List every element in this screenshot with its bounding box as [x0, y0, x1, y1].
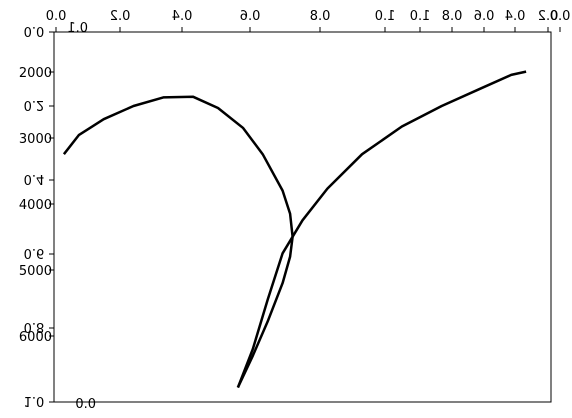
top-tick-label: 0.8 [310, 9, 331, 24]
left-tick-label-mirrored: 0.0 [24, 23, 45, 38]
left-tick-label: 2000 [19, 66, 52, 81]
left-axis-ticks: 0.0 0.2 0.4 0.6 0.8 1.0 2000 3000 4000 5000 6000 [19, 23, 54, 408]
axis-label-mirrored: 0.1 0.0 [67, 21, 96, 412]
left-tick-label-mirrored: 0.2 [24, 97, 45, 112]
top-tick-label: 0.2 [538, 9, 559, 24]
top-left-label: 0.1 [67, 21, 88, 36]
left-tick-label: 3000 [19, 132, 52, 147]
bottom-left-label: 0.0 [75, 397, 96, 412]
series-line-1 [62, 95, 294, 389]
left-tick-label: 6000 [19, 330, 52, 345]
left-tick-label: 5000 [19, 264, 52, 279]
top-axis-ticks: 0.0 0.2 0.4 0.6 0.8 1.0 1.0 0.8 0.6 0.4 0.20.0 [46, 9, 571, 32]
top-tick-label: 1.0 [410, 9, 431, 24]
top-tick-label: 0.6 [240, 9, 261, 24]
series-group [62, 70, 527, 389]
left-tick-label: 4000 [19, 198, 52, 213]
left-tick-label-mirrored: 0.6 [24, 245, 45, 260]
top-tick-label: 0.0 [46, 9, 67, 24]
top-tick-label: 0.4 [505, 9, 526, 24]
top-tick-label: 0.2 [110, 9, 131, 24]
top-tick-label: 0.8 [442, 9, 463, 24]
top-tick-label: 1.0 [375, 9, 396, 24]
series-line-2 [236, 70, 527, 388]
left-tick-label-mirrored: 1.0 [24, 393, 45, 408]
top-tick-label: 0.4 [172, 9, 193, 24]
left-tick-label-mirrored: 0.4 [24, 171, 45, 186]
left-tick-label-mirrored: 0.8 [24, 319, 45, 334]
top-tick-label: 0.6 [474, 9, 495, 24]
plot-frame [53, 31, 552, 403]
top-tick-label: 0.0 [550, 9, 571, 24]
